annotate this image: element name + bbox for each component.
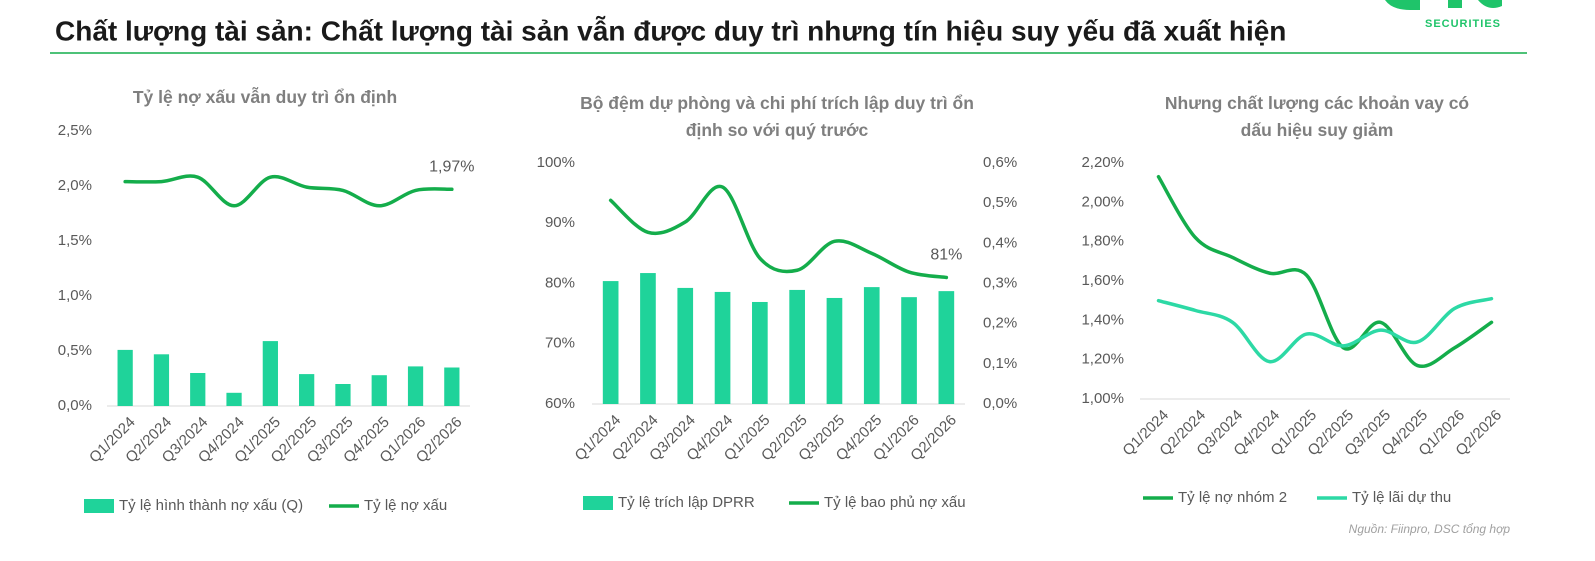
bar [640, 273, 656, 404]
chart-title: Nhưng chất lượng các khoản vay có dấu hi… [1164, 93, 1470, 140]
y-tick-label: 100% [537, 154, 575, 171]
legend-label: Tỷ lệ trích lập DPRR [618, 494, 755, 511]
y-tick-label: 80% [545, 274, 575, 291]
bar [677, 287, 694, 404]
legend-label: Tỷ lệ nợ xấu [364, 497, 447, 514]
y-tick-label: 1,0% [58, 287, 92, 304]
y-tick-label: 1,5% [58, 232, 92, 249]
y-tick-label: 2,5% [58, 122, 92, 139]
legend-label: Tỷ lệ nợ nhóm 2 [1178, 489, 1287, 506]
bar [299, 374, 315, 406]
bar [602, 281, 619, 404]
y2-tick-label: 0,5% [983, 194, 1017, 211]
y2-tick-label: 0,6% [983, 154, 1017, 171]
legend-label: Tỷ lệ lãi dự thu [1352, 489, 1451, 506]
y-tick-label: 1,20% [1081, 351, 1124, 368]
bar [444, 367, 460, 406]
line [1156, 296, 1494, 364]
bar [863, 287, 880, 404]
legend-swatch [583, 496, 613, 510]
y-tick-label: 2,0% [58, 177, 92, 194]
legend-label: Tỷ lệ hình thành nợ xấu (Q) [119, 497, 303, 514]
chart: 0,0%0,5%1,0%1,5%2,0%2,5%Q1/2024Q2/2024Q3… [58, 122, 475, 514]
logo-text: SECURITIES [1425, 18, 1501, 30]
y-tick-label: 2,20% [1081, 154, 1124, 171]
y-tick-label: 0,5% [58, 342, 92, 359]
logo-mark [1385, 0, 1502, 10]
y-tick-label: 1,80% [1081, 233, 1124, 250]
legend-label: Tỷ lệ bao phủ nợ xấu [824, 494, 966, 511]
bar [714, 291, 731, 404]
y-tick-label: 60% [545, 395, 575, 412]
bar [371, 375, 387, 406]
bar [826, 297, 843, 404]
bar [901, 297, 917, 404]
chart-title: Bộ đệm dự phòng và chi phí trích lập duy… [580, 93, 974, 140]
data-label: 81% [930, 247, 962, 264]
y2-tick-label: 0,3% [983, 274, 1017, 291]
bar [153, 354, 170, 406]
data-label: 1,97% [429, 159, 474, 176]
y-tick-label: 1,40% [1081, 311, 1124, 328]
y-tick-label: 90% [545, 214, 575, 231]
y-tick-label: 0,0% [58, 397, 92, 414]
bar [938, 291, 955, 404]
bar [262, 341, 278, 406]
y-tick-label: 2,00% [1081, 193, 1124, 210]
y2-tick-label: 0,2% [983, 315, 1017, 332]
legend-swatch [84, 499, 114, 513]
line [608, 184, 949, 280]
y2-tick-label: 0,0% [983, 395, 1017, 412]
chart-title: Tỷ lệ nợ xấu vẫn duy trì ổn định [132, 87, 398, 107]
chart: 1,00%1,20%1,40%1,60%1,80%2,00%2,20%Q1/20… [1081, 154, 1510, 506]
line [1156, 175, 1494, 369]
line [123, 174, 454, 208]
bar [226, 392, 242, 406]
bar [752, 301, 768, 404]
bar [335, 384, 351, 406]
y-tick-label: 70% [545, 335, 575, 352]
y2-tick-label: 0,1% [983, 355, 1017, 372]
bar [407, 366, 424, 406]
chart: 60% 70% 80% 90% 100% 0,0% 0,1% 0,2% 0,3% 0,4% 0,5%… [537, 154, 1018, 511]
page-title: Chất lượng tài sản: Chất lượng tài sản v… [55, 15, 1286, 46]
y-tick-label: 1,00% [1081, 390, 1124, 407]
y-tick-label: 1,60% [1081, 272, 1124, 289]
source-note: Nguồn: Fiinpro, DSC tổng hợp [1349, 522, 1511, 536]
bar [117, 349, 133, 406]
bar [789, 289, 805, 404]
bar [190, 373, 206, 406]
y2-tick-label: 0,4% [983, 234, 1017, 251]
